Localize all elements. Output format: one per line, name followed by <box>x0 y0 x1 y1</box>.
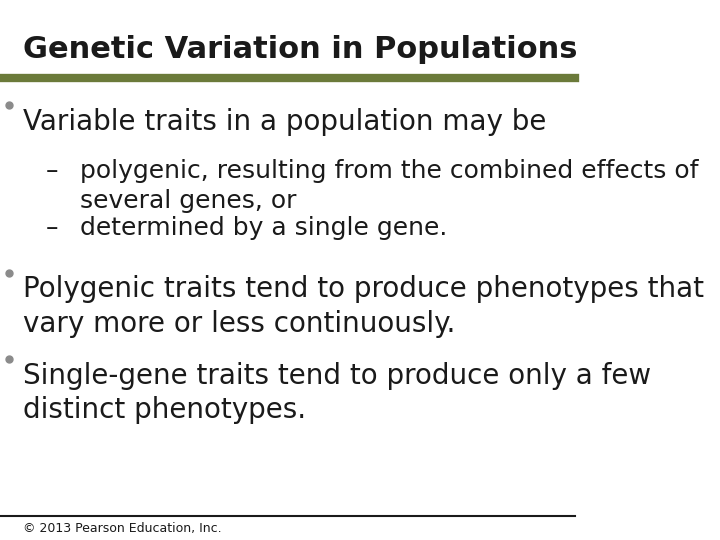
Text: polygenic, resulting from the combined effects of
several genes, or: polygenic, resulting from the combined e… <box>81 159 699 213</box>
Text: Single-gene traits tend to produce only a few
distinct phenotypes.: Single-gene traits tend to produce only … <box>23 362 651 424</box>
Text: Genetic Variation in Populations: Genetic Variation in Populations <box>23 35 577 64</box>
Text: Variable traits in a population may be: Variable traits in a population may be <box>23 108 546 136</box>
Text: determined by a single gene.: determined by a single gene. <box>81 216 448 240</box>
Text: –: – <box>46 159 58 183</box>
Text: © 2013 Pearson Education, Inc.: © 2013 Pearson Education, Inc. <box>23 522 222 535</box>
Text: –: – <box>46 216 58 240</box>
Text: Polygenic traits tend to produce phenotypes that
vary more or less continuously.: Polygenic traits tend to produce phenoty… <box>23 275 704 338</box>
